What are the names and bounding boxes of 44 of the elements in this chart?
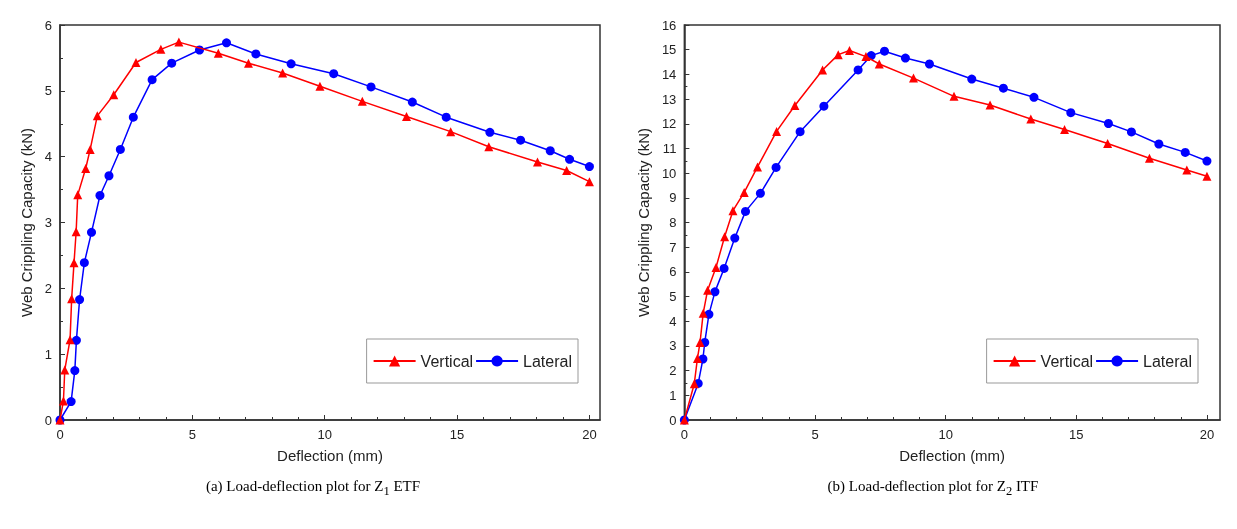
legend-label: Lateral bbox=[523, 352, 572, 370]
y-tick-label: 5 bbox=[44, 83, 52, 99]
y-tick-label: 0 bbox=[669, 412, 677, 428]
y-tick-label: 4 bbox=[44, 149, 52, 165]
x-axis-title: Deflection (mm) bbox=[899, 447, 1006, 464]
y-tick-label: 16 bbox=[661, 17, 677, 33]
y-tick-label: 9 bbox=[669, 190, 677, 206]
y-tick-label: 0 bbox=[44, 412, 52, 428]
text: (b) Load-deflection plot for Z$_{2}$ ITF bbox=[827, 478, 1039, 498]
x-tick-label: 20 bbox=[1199, 427, 1215, 442]
y-tick-label: 12 bbox=[661, 116, 677, 132]
x-tick-label: 20 bbox=[582, 427, 597, 442]
y-tick-label: 13 bbox=[661, 91, 677, 107]
y-tick-label: 5 bbox=[669, 289, 677, 305]
y-tick-label: 11 bbox=[662, 140, 677, 156]
y-tick-label: 6 bbox=[44, 17, 52, 33]
x-tick-label: 0 bbox=[680, 427, 688, 442]
y-tick-label: 8 bbox=[669, 215, 677, 230]
legend-label: Lateral bbox=[1143, 352, 1192, 370]
x-tick-label: 15 bbox=[1069, 427, 1084, 442]
legend-label: Vertical bbox=[420, 352, 474, 370]
y-tick-label: 10 bbox=[661, 165, 677, 181]
x-tick-label: 10 bbox=[317, 427, 332, 442]
y-tick-label: 14 bbox=[661, 66, 677, 82]
y-tick-label: 6 bbox=[669, 264, 677, 280]
y-tick-label: 15 bbox=[661, 42, 677, 58]
y-tick-label: 2 bbox=[44, 280, 52, 296]
y-axis-title: Web Crippling Capacity (kN) bbox=[635, 128, 652, 317]
y-tick-label: 3 bbox=[44, 215, 52, 230]
y-tick-label: 4 bbox=[669, 313, 677, 329]
x-tick-label: 5 bbox=[188, 427, 196, 442]
x-axis-title: Deflection (mm) bbox=[277, 447, 383, 464]
legend-label: Vertical bbox=[1040, 352, 1094, 370]
x-tick-label: 15 bbox=[449, 427, 465, 442]
x-tick-label: 5 bbox=[811, 427, 819, 442]
y-axis-title: Web Crippling Capacity (kN) bbox=[17, 128, 35, 317]
y-tick-label: 1 bbox=[669, 387, 677, 403]
y-tick-label: 1 bbox=[44, 346, 52, 362]
y-tick-label: 7 bbox=[669, 239, 677, 255]
y-tick-label: 2 bbox=[669, 363, 677, 379]
x-tick-label: 10 bbox=[938, 427, 953, 442]
text: (a) Load-deflection plot for Z$_{1}$ ETF bbox=[205, 478, 421, 498]
x-tick-label: 0 bbox=[56, 427, 64, 442]
y-tick-label: 3 bbox=[669, 338, 677, 354]
